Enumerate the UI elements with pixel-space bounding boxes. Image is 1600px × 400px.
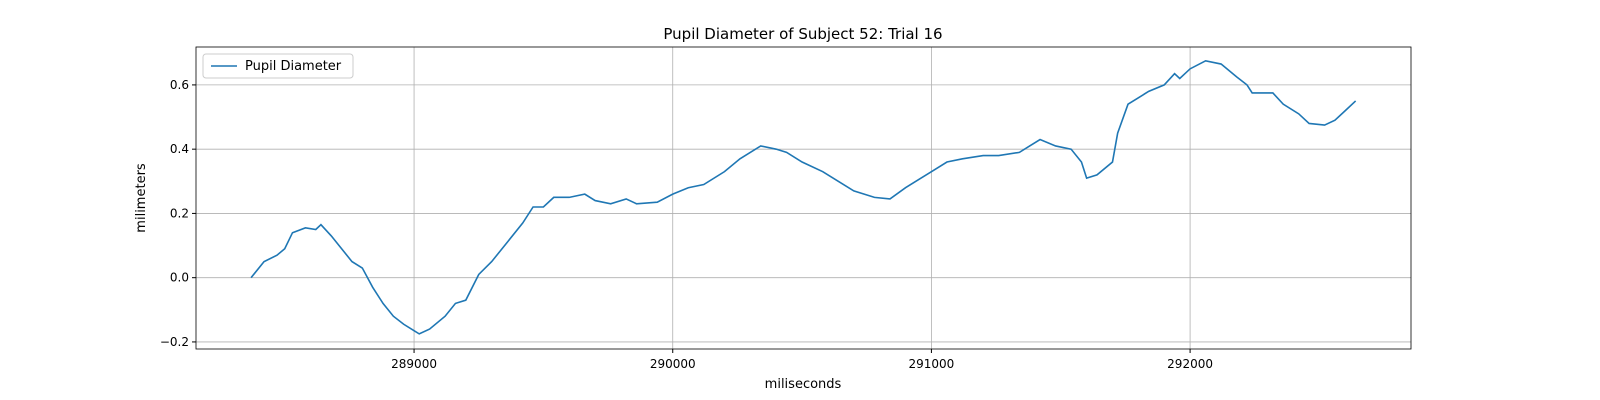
- legend-box: [202, 53, 354, 79]
- x-tick-label: 292000: [1167, 357, 1213, 371]
- y-tick-label: 0.0: [170, 271, 189, 285]
- x-tick-label: 289000: [391, 357, 437, 371]
- plot-frame: [195, 46, 1412, 350]
- data-line: [250, 59, 1357, 335]
- y-tick-label: −0.2: [160, 335, 189, 349]
- chart-title: Pupil Diameter of Subject 52: Trial 16: [663, 25, 942, 43]
- x-tick-label: 290000: [650, 357, 696, 371]
- y-tick-label: 0.4: [170, 142, 189, 156]
- y-axis-label: milimeters: [134, 163, 149, 233]
- x-axis-label: miliseconds: [765, 377, 842, 392]
- y-tick-label: 0.6: [170, 78, 189, 92]
- legend-label: Pupil Diameter: [245, 59, 342, 74]
- x-tick-label: 291000: [909, 357, 955, 371]
- y-tick-label: 0.2: [170, 206, 189, 220]
